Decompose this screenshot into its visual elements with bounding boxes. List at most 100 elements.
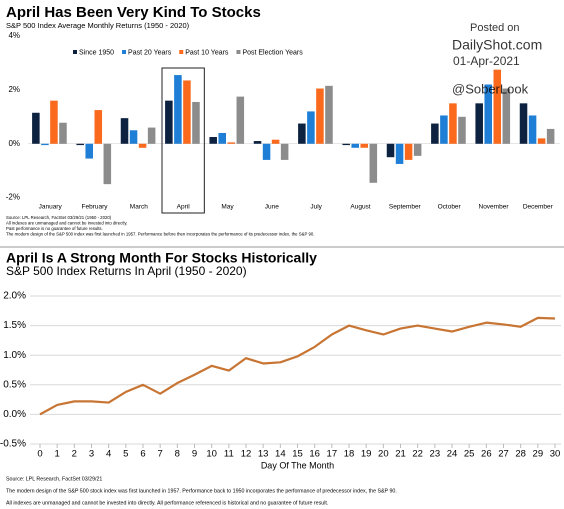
bar	[325, 85, 333, 144]
footnote: Source: LPL Research, FactSet 03/29/21 (…	[6, 215, 112, 220]
x-tick-label: May	[221, 204, 234, 211]
y-tick-label: 0%	[8, 139, 20, 148]
bar	[537, 138, 546, 144]
bar	[183, 80, 191, 144]
line	[39, 316, 556, 416]
bar	[369, 143, 378, 183]
bar	[32, 112, 40, 144]
bar	[493, 69, 502, 144]
bar	[484, 84, 492, 144]
bar	[546, 128, 555, 144]
x-tick-label: 15	[292, 449, 303, 460]
x-tick-label: 27	[498, 449, 509, 460]
bar	[519, 103, 528, 144]
watermark: DailyShot.com	[452, 37, 542, 53]
y-tick-label: 2%	[8, 85, 20, 94]
bar	[236, 96, 245, 144]
x-tick-label: 16	[309, 449, 320, 460]
x-tick-label: 26	[481, 449, 492, 460]
x-tick-label: April	[177, 204, 191, 211]
watermark: @SoberLook	[452, 81, 529, 96]
legend-swatch	[236, 50, 241, 54]
footnote: All indexes are unmanaged and cannot be …	[6, 221, 128, 226]
bar	[502, 88, 511, 144]
bar	[280, 143, 289, 160]
highlight-box	[161, 67, 205, 214]
bar	[50, 100, 58, 144]
bar	[227, 142, 236, 144]
bar	[386, 143, 395, 158]
x-tick-label: 11	[224, 449, 234, 460]
x-tick-label: 30	[550, 449, 561, 460]
x-tick-label: 5	[123, 449, 128, 460]
bar	[458, 116, 466, 144]
bar	[298, 123, 306, 144]
x-tick-label: 10	[206, 449, 217, 460]
x-axis-label: Day Of The Month	[261, 460, 334, 470]
x-tick-label: 0	[37, 449, 42, 460]
bar	[528, 115, 537, 144]
y-tick-label: 1.5%	[3, 320, 26, 331]
x-tick-label: 17	[327, 449, 338, 460]
x-tick-label: 28	[515, 449, 526, 460]
y-tick-label: 4%	[8, 31, 20, 40]
x-tick-label: November	[479, 204, 510, 211]
x-tick-label: 8	[175, 449, 180, 460]
footnote: Past performance is no guarantee of futu…	[6, 226, 103, 231]
legend-swatch	[179, 50, 184, 54]
x-tick-label: June	[265, 204, 279, 211]
bar	[360, 143, 369, 148]
watermark: Posted on	[470, 22, 520, 34]
bar	[262, 143, 271, 160]
bar	[209, 137, 217, 144]
y-tick-label: 1.0%	[3, 350, 26, 361]
footnote: The modern design of the S&P 500 index w…	[6, 232, 314, 237]
bar	[174, 75, 182, 144]
bar	[351, 143, 359, 148]
legend-label: Since 1950	[79, 49, 114, 56]
x-tick-label: 3	[89, 449, 94, 460]
x-tick-label: 20	[378, 449, 389, 460]
y-tick-label: 0.5%	[3, 379, 26, 390]
bar	[59, 122, 67, 144]
bar	[76, 143, 84, 146]
x-tick-label: 21	[395, 449, 406, 460]
bar	[85, 143, 93, 159]
x-tick-label: February	[81, 204, 108, 211]
bar	[103, 143, 112, 185]
bar	[449, 103, 457, 144]
x-tick-label: 14	[275, 449, 286, 460]
legend-label: Past 10 Years	[185, 49, 229, 56]
bar	[165, 100, 173, 144]
x-tick-label: December	[523, 204, 554, 211]
bar	[431, 123, 439, 144]
watermark: 01-Apr-2021	[453, 54, 520, 68]
bar	[192, 101, 200, 144]
bar	[342, 143, 350, 146]
x-tick-label: September	[389, 204, 422, 211]
bar	[316, 88, 324, 144]
bar	[218, 132, 226, 144]
x-tick-label: 6	[140, 449, 145, 460]
legend-swatch	[122, 50, 127, 54]
bar	[413, 143, 422, 156]
footnote: All indexes are unmanaged and cannot be …	[6, 500, 328, 506]
x-tick-label: 23	[430, 449, 441, 460]
x-tick-label: August	[350, 204, 370, 211]
x-tick-label: January	[39, 204, 63, 211]
x-tick-label: 7	[158, 449, 163, 460]
bar	[475, 103, 483, 144]
x-tick-label: 2	[72, 449, 77, 460]
x-tick-label: March	[130, 204, 148, 211]
bar	[440, 115, 448, 144]
chart-title: April Is A Strong Month For Stocks Histo…	[6, 250, 317, 266]
bar	[307, 111, 315, 144]
legend-label: Post Election Years	[242, 49, 303, 56]
y-tick-label: 2.0%	[3, 291, 26, 302]
y-tick-label: 0.0%	[3, 409, 26, 420]
y-tick-label: -0.5%	[0, 439, 26, 450]
y-tick-label: -2%	[6, 193, 20, 202]
x-tick-label: July	[310, 204, 322, 211]
